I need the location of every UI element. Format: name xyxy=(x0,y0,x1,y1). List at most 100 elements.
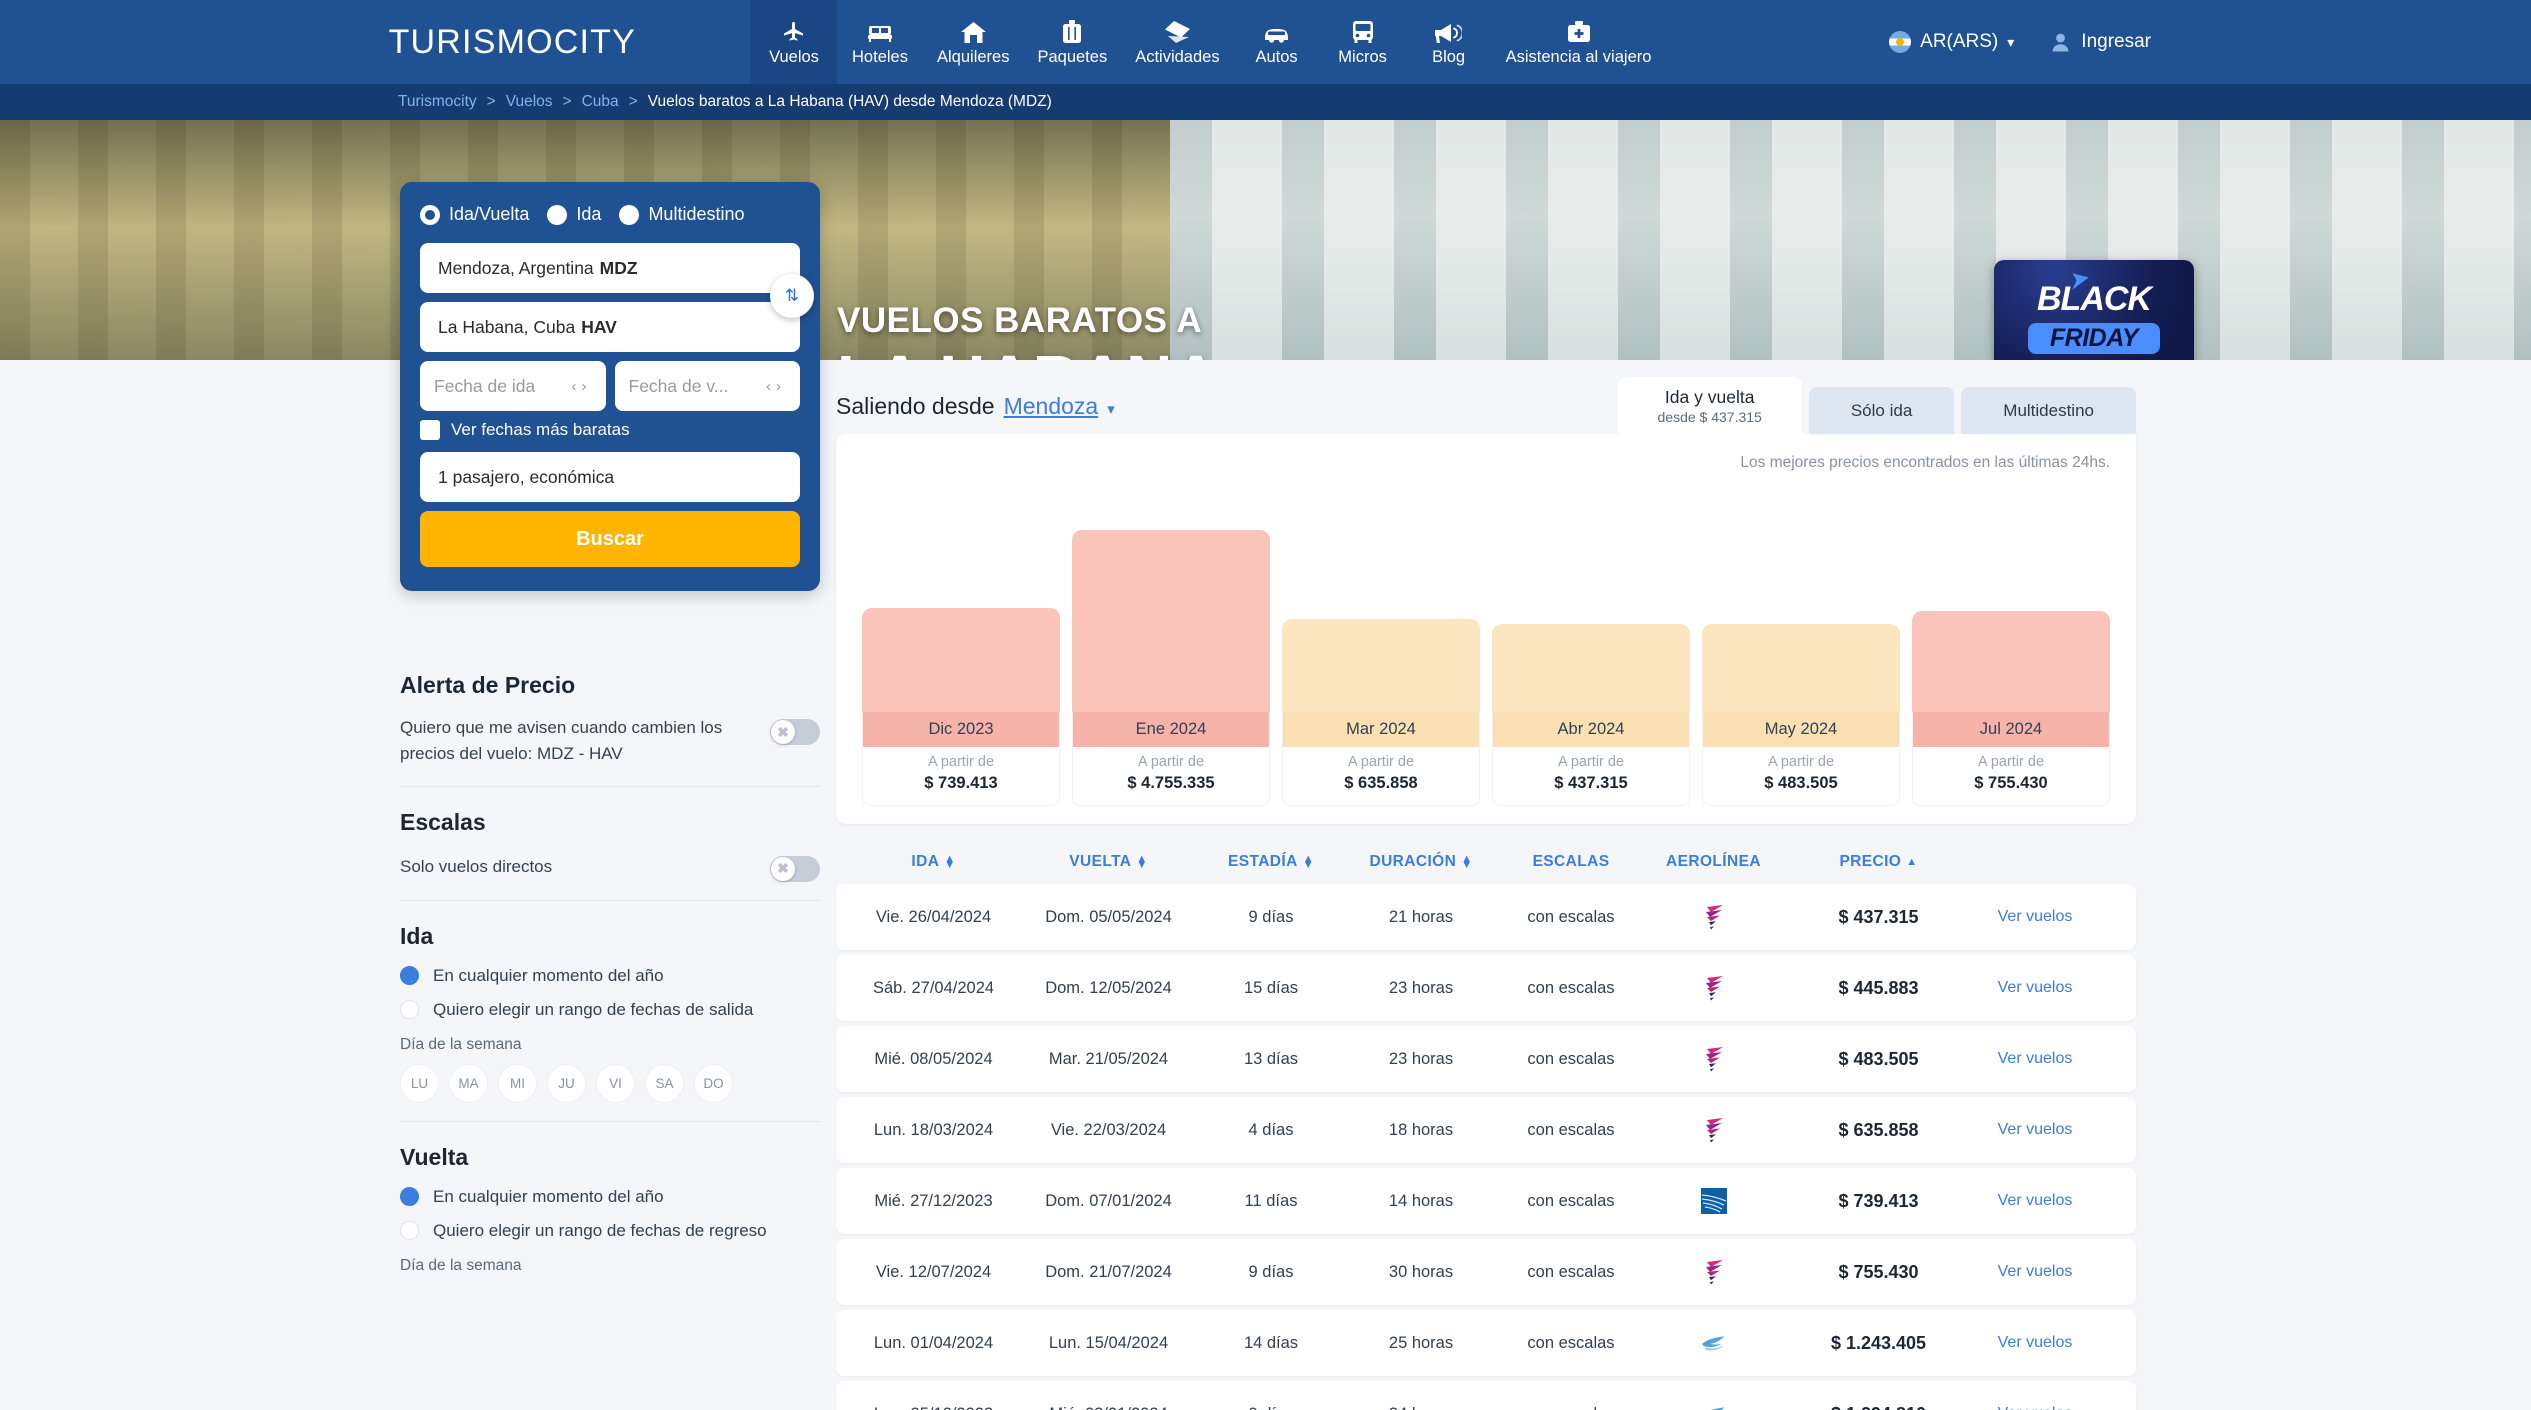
nav-item-blog[interactable]: Blog xyxy=(1406,0,1492,84)
column-header-ida[interactable]: IDA ▲ ▼ xyxy=(846,853,1021,871)
sort-both-icon: ▲ ▼ xyxy=(1461,852,1473,871)
radio-icon[interactable] xyxy=(547,204,568,225)
black-friday-line1: ➤ BLACK xyxy=(2037,265,2152,319)
passengers-input[interactable]: 1 pasajero, económica xyxy=(420,452,800,502)
radio-icon[interactable] xyxy=(400,1221,419,1241)
table-row[interactable]: Lun. 18/03/2024 Vie. 22/03/2024 4 días 18 h… xyxy=(836,1097,2136,1163)
column-header-precio[interactable]: PRECIO ▲ xyxy=(1781,853,1976,871)
outbound-option-range[interactable]: Quiero elegir un rango de fechas de sali… xyxy=(400,1000,820,1020)
column-header-estada[interactable]: ESTADÍA ▲ ▼ xyxy=(1196,853,1346,871)
weekday-chip-mi[interactable]: MI xyxy=(498,1063,537,1103)
table-row[interactable]: Mié. 08/05/2024 Mar. 21/05/2024 13 días 23 … xyxy=(836,1026,2136,1092)
tab-multidestino[interactable]: Multidestino xyxy=(1961,387,2136,434)
chart-bar[interactable] xyxy=(1282,619,1480,712)
breadcrumb-link-cuba[interactable]: Cuba xyxy=(581,93,619,110)
month-price-card[interactable]: Mar 2024 A partir de $ 635.858 xyxy=(1282,712,1480,806)
weekday-chip-vi[interactable]: VI xyxy=(596,1063,635,1103)
search-button[interactable]: Buscar xyxy=(420,511,800,567)
view-flights-link[interactable]: Ver vuelos xyxy=(1997,1263,2073,1280)
view-flights-link[interactable]: Ver vuelos xyxy=(1997,979,2073,996)
nav-item-hoteles[interactable]: Hoteles xyxy=(837,0,923,84)
date-stepper-icons[interactable]: ‹› xyxy=(571,377,592,395)
month-price-card[interactable]: Abr 2024 A partir de $ 437.315 xyxy=(1492,712,1690,806)
chart-bar[interactable] xyxy=(1072,530,1270,712)
month-price-card[interactable]: Ene 2024 A partir de $ 4.755.335 xyxy=(1072,712,1270,806)
month-price-card[interactable]: Dic 2023 A partir de $ 739.413 xyxy=(862,712,1060,806)
black-friday-banner[interactable]: ➤ BLACK FRIDAY xyxy=(1994,260,2194,360)
inbound-option-range[interactable]: Quiero elegir un rango de fechas de regr… xyxy=(400,1221,820,1241)
weekday-chip-sa[interactable]: SA xyxy=(645,1063,684,1103)
view-flights-link[interactable]: Ver vuelos xyxy=(1997,1050,2073,1067)
view-flights-link[interactable]: Ver vuelos xyxy=(1997,1334,2073,1351)
chevron-down-icon[interactable]: ▾ xyxy=(1107,401,1115,418)
weekday-chip-ma[interactable]: MA xyxy=(449,1063,488,1103)
view-flights-link[interactable]: Ver vuelos xyxy=(1997,1121,2073,1138)
site-logo[interactable]: TURISMOCITY xyxy=(388,22,636,61)
chart-bar[interactable] xyxy=(1702,624,1900,712)
table-row[interactable]: Sáb. 27/04/2024 Dom. 12/05/2024 15 días 23 … xyxy=(836,955,2136,1021)
month-price-card[interactable]: Jul 2024 A partir de $ 755.430 xyxy=(1912,712,2110,806)
column-header-duracin[interactable]: DURACIÓN ▲ ▼ xyxy=(1346,853,1496,871)
breadcrumb-link-vuelos[interactable]: Vuelos xyxy=(505,93,553,110)
view-flights-link[interactable]: Ver vuelos xyxy=(1997,908,2073,925)
radio-icon[interactable] xyxy=(420,204,440,225)
chart-bar[interactable] xyxy=(1492,624,1690,712)
origin-input[interactable]: Mendoza, Argentina MDZ xyxy=(420,243,800,293)
checkbox-box[interactable] xyxy=(420,420,440,440)
view-flights-link[interactable]: Ver vuelos xyxy=(1997,1192,2073,1209)
currency-selector[interactable]: AR(ARS) ▾ xyxy=(1889,31,2014,53)
chart-bar-column[interactable] xyxy=(1072,480,1270,712)
destination-input[interactable]: La Habana, Cuba HAV xyxy=(420,302,800,352)
chart-bar-column[interactable] xyxy=(1702,480,1900,712)
nav-item-actividades[interactable]: Actividades xyxy=(1121,0,1233,84)
weekday-chip-lu[interactable]: LU xyxy=(400,1063,439,1103)
nav-item-alquileres[interactable]: Alquileres xyxy=(923,0,1023,84)
login-button[interactable]: Ingresar xyxy=(2052,31,2151,53)
weekday-chip-do[interactable]: DO xyxy=(694,1063,733,1103)
departure-date-input[interactable]: Fecha de ida ‹› xyxy=(420,361,606,411)
radio-icon[interactable] xyxy=(400,1000,419,1020)
tab-s-lo-ida[interactable]: Sólo ida xyxy=(1808,387,1955,434)
direct-flights-toggle[interactable]: ✖ xyxy=(770,855,820,882)
chart-bar-column[interactable] xyxy=(1492,480,1690,712)
cheaper-dates-checkbox[interactable]: Ver fechas más baratas xyxy=(420,420,800,440)
return-date-input[interactable]: Fecha de v... ‹› xyxy=(614,361,800,411)
nav-item-vuelos[interactable]: Vuelos xyxy=(751,0,837,84)
nav-item-paquetes[interactable]: Paquetes xyxy=(1023,0,1121,84)
outbound-option-anytime[interactable]: En cualquier momento del año xyxy=(400,966,820,986)
outbound-option-anytime-label: En cualquier momento del año xyxy=(433,965,664,985)
hero-banner: VUELOS BARATOS A LA HABANA ➤ BLACK FRIDA… xyxy=(0,120,2531,360)
user-icon xyxy=(2052,33,2069,52)
table-row[interactable]: Vie. 12/07/2024 Dom. 21/07/2024 9 días 30 h… xyxy=(836,1239,2136,1305)
table-row[interactable]: Lun. 01/04/2024 Lun. 15/04/2024 14 días 25 … xyxy=(836,1310,2136,1376)
weekday-chip-ju[interactable]: JU xyxy=(547,1063,586,1103)
chart-bar-column[interactable] xyxy=(1282,480,1480,712)
chart-bar[interactable] xyxy=(862,608,1060,712)
departing-city-link[interactable]: Mendoza xyxy=(1003,393,1099,419)
price-alert-toggle[interactable]: ✖ xyxy=(770,719,820,745)
breadcrumb-link-turismocity[interactable]: Turismocity xyxy=(398,93,477,110)
nav-item-autos[interactable]: Autos xyxy=(1234,0,1320,84)
swap-vertical-icon[interactable]: ⇅ xyxy=(770,274,814,318)
radio-icon[interactable] xyxy=(619,204,640,225)
view-flights-link[interactable]: Ver vuelos xyxy=(1976,1405,2094,1410)
inbound-option-anytime[interactable]: En cualquier momento del año xyxy=(400,1187,820,1207)
trip-type-multidestino[interactable]: Multidestino xyxy=(619,204,744,225)
nav-item-micros[interactable]: Micros xyxy=(1320,0,1406,84)
radio-icon[interactable] xyxy=(400,1187,419,1207)
trip-type-ida-vuelta[interactable]: Ida/Vuelta xyxy=(420,204,529,225)
month-price-card[interactable]: May 2024 A partir de $ 483.505 xyxy=(1702,712,1900,806)
plane-icon xyxy=(782,18,806,44)
nav-item-asistencia-al-viajero[interactable]: Asistencia al viajero xyxy=(1492,0,1666,84)
chart-bar-column[interactable] xyxy=(862,480,1060,712)
trip-type-ida[interactable]: Ida xyxy=(547,204,601,225)
chart-bar-column[interactable] xyxy=(1912,480,2110,712)
table-row[interactable]: Vie. 26/04/2024 Dom. 05/05/2024 9 días 21 h… xyxy=(836,884,2136,950)
tab-ida-y-vuelta[interactable]: Ida y vuelta desde $ 437.315 xyxy=(1617,377,1802,434)
chart-bar[interactable] xyxy=(1912,611,2110,712)
date-stepper-icons[interactable]: ‹› xyxy=(766,377,786,395)
table-row[interactable]: Mié. 27/12/2023 Dom. 07/01/2024 11 días 14 … xyxy=(836,1168,2136,1234)
radio-icon[interactable] xyxy=(400,966,419,986)
column-header-vuelta[interactable]: VUELTA ▲ ▼ xyxy=(1021,853,1196,871)
